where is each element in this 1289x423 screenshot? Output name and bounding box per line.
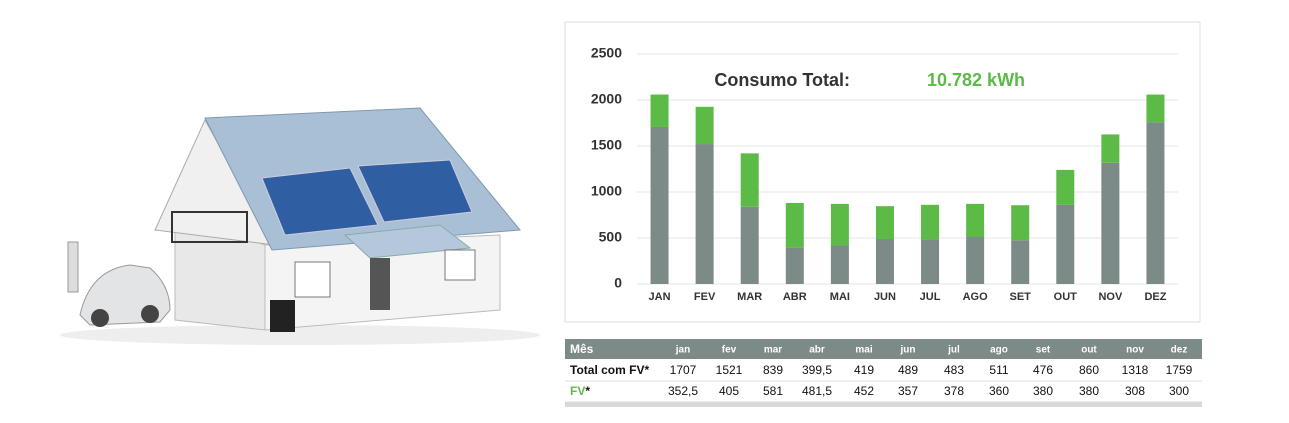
table-header: ago (990, 345, 1008, 356)
table-cell: 399,5 (802, 363, 832, 377)
table-cell: 476 (1033, 363, 1053, 377)
table-cell: 839 (763, 363, 783, 377)
row-label-text: Total com FV* (570, 363, 649, 377)
x-tick-label: MAR (737, 291, 762, 303)
table-cell: 380 (1033, 384, 1053, 398)
y-tick-label: 2000 (591, 91, 622, 107)
house-illustration (60, 107, 540, 345)
table-cell: 511 (989, 363, 1008, 377)
table-cell: 357 (898, 384, 918, 398)
table-header: nov (1126, 345, 1144, 356)
table-cell: 489 (898, 363, 918, 377)
table-header: jun (900, 345, 916, 356)
table-row-label: Total com FV* (570, 363, 649, 377)
bar-segment (875, 206, 894, 240)
row-label-suffix: * (585, 384, 590, 398)
bar-segment (1011, 205, 1030, 241)
bar-segment (921, 204, 940, 240)
bar-segment (695, 106, 714, 145)
row-label-text: FV (570, 384, 585, 398)
bar-segment (966, 203, 985, 237)
table-cell: 378 (944, 384, 964, 398)
chart-title: Consumo Total: (714, 70, 850, 90)
x-tick-label: FEV (694, 291, 716, 303)
x-tick-label: SET (1010, 291, 1032, 303)
table-cell: 405 (719, 384, 739, 398)
table-header: mar (764, 345, 782, 356)
bar-segment (1101, 162, 1120, 284)
bar-segment (1056, 169, 1075, 205)
bar-segment (785, 247, 804, 284)
table-cell: 360 (989, 384, 1009, 398)
bar-segment (830, 245, 849, 284)
table-footer-bar (565, 402, 1202, 407)
bar-segment (921, 239, 940, 284)
table-row-label: FV* (570, 384, 590, 398)
x-tick-label: JUN (874, 291, 896, 303)
bar-segment (1101, 134, 1120, 163)
table-header: abr (809, 345, 825, 356)
bar-segment (785, 202, 804, 248)
x-tick-label: AGO (963, 291, 989, 303)
table-cell: 419 (854, 363, 874, 377)
x-tick-label: OUT (1054, 291, 1078, 303)
table-cell: 300 (1169, 384, 1189, 398)
total-consumption: 10.782 kWh (927, 70, 1025, 90)
bar-segment (1146, 122, 1165, 284)
table-header: jul (947, 345, 960, 356)
bar-segment (650, 94, 669, 127)
bar-segment (695, 144, 714, 284)
table-cell: 481,5 (802, 384, 832, 398)
bar-segment (1146, 94, 1165, 123)
bar-segment (740, 153, 759, 207)
table-cell: 308 (1125, 384, 1145, 398)
bar-segment (966, 236, 985, 284)
table-cell: 1318 (1122, 363, 1149, 377)
y-tick-label: 2500 (591, 45, 622, 61)
table-header: dez (1171, 345, 1188, 356)
table-header: fev (722, 345, 737, 356)
table-header: set (1036, 345, 1051, 356)
x-tick-label: MAI (830, 291, 850, 303)
table-cell: 1759 (1166, 363, 1193, 377)
x-tick-label: JUL (920, 291, 941, 303)
table-cell: 483 (944, 363, 964, 377)
table-cell: 452 (854, 384, 874, 398)
table-cell: 581 (763, 384, 783, 398)
bar-segment (830, 203, 849, 246)
y-tick-label: 500 (599, 229, 623, 245)
y-tick-label: 1000 (591, 183, 622, 199)
y-tick-label: 1500 (591, 137, 622, 153)
bar-segment (740, 206, 759, 284)
bar-segment (650, 126, 669, 285)
table-cell: 1521 (716, 363, 743, 377)
bar-segment (875, 239, 894, 284)
bar-segment (1011, 240, 1030, 284)
table-header: mai (855, 345, 872, 356)
table-cell: 380 (1079, 384, 1099, 398)
bar-segment (1056, 204, 1075, 284)
table-header-bg (565, 339, 1202, 359)
x-tick-label: DEZ (1144, 291, 1166, 303)
table-cell: 352,5 (668, 384, 698, 398)
x-tick-label: JAN (649, 291, 671, 303)
table-header: jan (675, 345, 690, 356)
table-cell: 1707 (670, 363, 697, 377)
x-tick-label: ABR (783, 291, 807, 303)
y-tick-label: 0 (614, 275, 622, 291)
x-tick-label: NOV (1098, 291, 1123, 303)
table-header: out (1081, 345, 1097, 356)
table-cell: 860 (1079, 363, 1099, 377)
table-header: Mês (570, 342, 594, 356)
